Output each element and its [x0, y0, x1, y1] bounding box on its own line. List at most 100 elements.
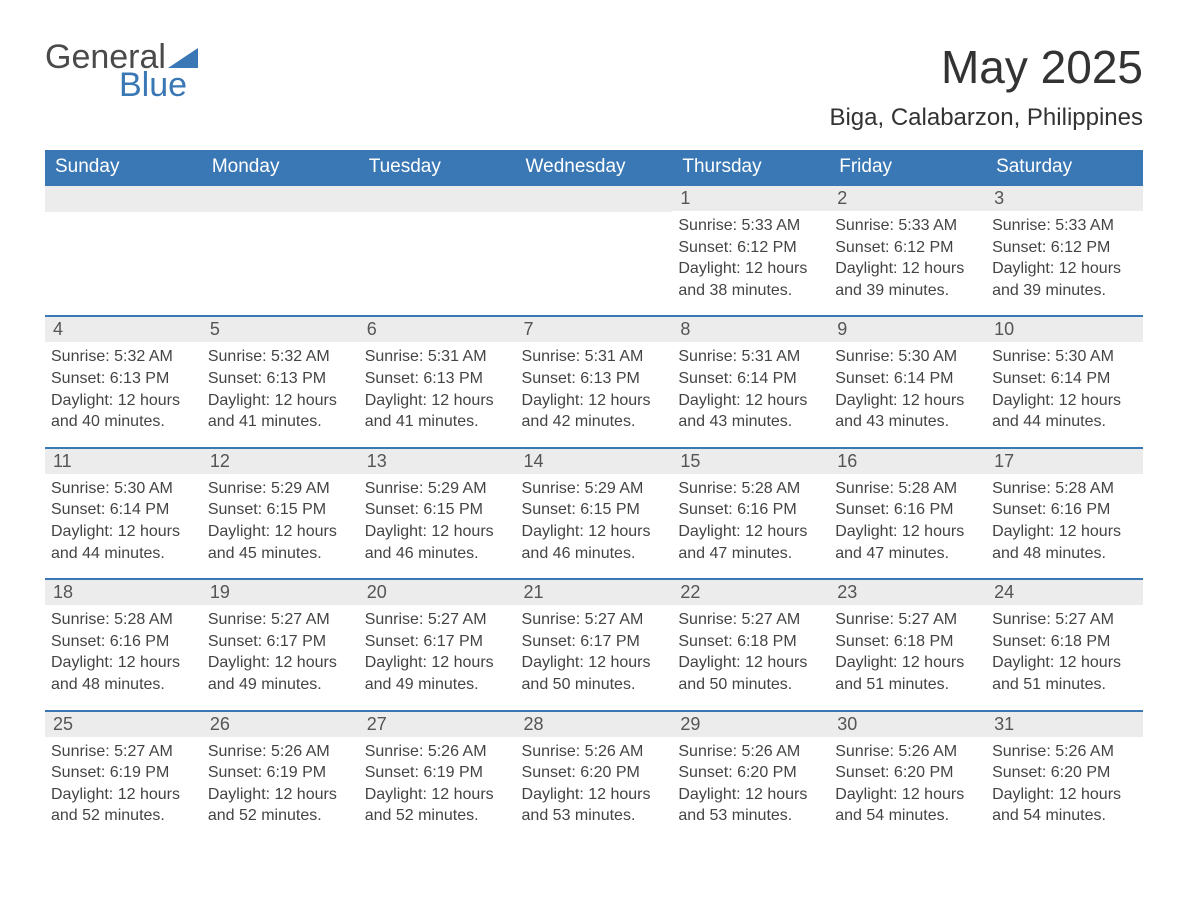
calendar-day-cell: 24Sunrise: 5:27 AMSunset: 6:18 PMDayligh…	[986, 579, 1143, 710]
daylight-line: Daylight: 12 hours and 52 minutes.	[365, 784, 510, 827]
daylight-label: Daylight:	[992, 786, 1059, 803]
sunset-label: Sunset:	[365, 764, 424, 781]
sunrise-line: Sunrise: 5:31 AM	[522, 346, 667, 368]
sunrise-value: 5:31 AM	[428, 348, 487, 365]
sunrise-label: Sunrise:	[51, 348, 114, 365]
sunset-label: Sunset:	[522, 764, 581, 781]
sunset-line: Sunset: 6:17 PM	[365, 631, 510, 653]
sunset-line: Sunset: 6:15 PM	[208, 499, 353, 521]
calendar-day-cell: 25Sunrise: 5:27 AMSunset: 6:19 PMDayligh…	[45, 711, 202, 841]
daylight-label: Daylight:	[365, 786, 432, 803]
page-header: General Blue May 2025 Biga, Calabarzon, …	[45, 40, 1143, 132]
daylight-label: Daylight:	[51, 392, 118, 409]
day-body: Sunrise: 5:28 AMSunset: 6:16 PMDaylight:…	[672, 474, 829, 578]
daylight-label: Daylight:	[992, 654, 1059, 671]
sunrise-value: 5:28 AM	[742, 480, 801, 497]
sunset-line: Sunset: 6:20 PM	[522, 762, 667, 784]
sunset-label: Sunset:	[51, 501, 110, 518]
daylight-label: Daylight:	[835, 786, 902, 803]
sunset-line: Sunset: 6:17 PM	[208, 631, 353, 653]
title-block: May 2025 Biga, Calabarzon, Philippines	[829, 40, 1143, 132]
day-number: 1	[672, 186, 829, 211]
sunset-label: Sunset:	[835, 501, 894, 518]
calendar-day-cell: 1Sunrise: 5:33 AMSunset: 6:12 PMDaylight…	[672, 185, 829, 316]
day-number: 30	[829, 712, 986, 737]
day-body: Sunrise: 5:32 AMSunset: 6:13 PMDaylight:…	[45, 342, 202, 446]
day-body: Sunrise: 5:31 AMSunset: 6:13 PMDaylight:…	[516, 342, 673, 446]
day-number: 26	[202, 712, 359, 737]
daylight-line: Daylight: 12 hours and 54 minutes.	[835, 784, 980, 827]
daylight-label: Daylight:	[835, 392, 902, 409]
day-number: 27	[359, 712, 516, 737]
day-body: Sunrise: 5:30 AMSunset: 6:14 PMDaylight:…	[45, 474, 202, 578]
sunrise-label: Sunrise:	[51, 743, 114, 760]
sunrise-label: Sunrise:	[835, 611, 898, 628]
sunrise-line: Sunrise: 5:31 AM	[678, 346, 823, 368]
sunrise-line: Sunrise: 5:33 AM	[992, 215, 1137, 237]
daylight-line: Daylight: 12 hours and 52 minutes.	[51, 784, 196, 827]
sunset-line: Sunset: 6:12 PM	[992, 237, 1137, 259]
daylight-line: Daylight: 12 hours and 53 minutes.	[522, 784, 667, 827]
sunrise-line: Sunrise: 5:27 AM	[365, 609, 510, 631]
sunset-value: 6:16 PM	[894, 501, 954, 518]
sunrise-value: 5:27 AM	[742, 611, 801, 628]
sunset-label: Sunset:	[522, 633, 581, 650]
day-number: 14	[516, 449, 673, 474]
sunrise-line: Sunrise: 5:26 AM	[992, 741, 1137, 763]
calendar-week-row: 1Sunrise: 5:33 AMSunset: 6:12 PMDaylight…	[45, 185, 1143, 316]
sunset-line: Sunset: 6:15 PM	[365, 499, 510, 521]
day-body: Sunrise: 5:30 AMSunset: 6:14 PMDaylight:…	[986, 342, 1143, 446]
day-number: 10	[986, 317, 1143, 342]
daylight-line: Daylight: 12 hours and 45 minutes.	[208, 521, 353, 564]
empty-day	[516, 186, 673, 212]
daylight-label: Daylight:	[678, 260, 745, 277]
calendar-day-cell: 11Sunrise: 5:30 AMSunset: 6:14 PMDayligh…	[45, 448, 202, 579]
calendar-day-cell: 14Sunrise: 5:29 AMSunset: 6:15 PMDayligh…	[516, 448, 673, 579]
sunset-value: 6:15 PM	[423, 501, 483, 518]
day-number: 24	[986, 580, 1143, 605]
sunset-label: Sunset:	[835, 370, 894, 387]
sunrise-value: 5:33 AM	[1055, 217, 1114, 234]
sunrise-value: 5:30 AM	[898, 348, 957, 365]
sunset-line: Sunset: 6:16 PM	[835, 499, 980, 521]
calendar-day-cell: 12Sunrise: 5:29 AMSunset: 6:15 PMDayligh…	[202, 448, 359, 579]
sunset-line: Sunset: 6:12 PM	[835, 237, 980, 259]
sunset-value: 6:14 PM	[737, 370, 797, 387]
calendar-day-cell: 23Sunrise: 5:27 AMSunset: 6:18 PMDayligh…	[829, 579, 986, 710]
calendar-day-cell: 26Sunrise: 5:26 AMSunset: 6:19 PMDayligh…	[202, 711, 359, 841]
sunset-label: Sunset:	[678, 633, 737, 650]
day-body: Sunrise: 5:27 AMSunset: 6:19 PMDaylight:…	[45, 737, 202, 841]
sunset-value: 6:20 PM	[1051, 764, 1111, 781]
sunrise-value: 5:28 AM	[114, 611, 173, 628]
sunset-value: 6:14 PM	[894, 370, 954, 387]
sunset-value: 6:16 PM	[110, 633, 170, 650]
day-number: 8	[672, 317, 829, 342]
sunset-value: 6:19 PM	[423, 764, 483, 781]
daylight-label: Daylight:	[835, 523, 902, 540]
sunrise-line: Sunrise: 5:29 AM	[522, 478, 667, 500]
sunrise-line: Sunrise: 5:28 AM	[678, 478, 823, 500]
sunset-line: Sunset: 6:16 PM	[51, 631, 196, 653]
sunset-line: Sunset: 6:19 PM	[51, 762, 196, 784]
sunrise-label: Sunrise:	[678, 217, 741, 234]
sunset-line: Sunset: 6:20 PM	[992, 762, 1137, 784]
sunset-label: Sunset:	[51, 633, 110, 650]
sunset-value: 6:14 PM	[1051, 370, 1111, 387]
sunset-value: 6:13 PM	[267, 370, 327, 387]
sunrise-label: Sunrise:	[678, 480, 741, 497]
daylight-label: Daylight:	[992, 523, 1059, 540]
calendar-day-cell	[202, 185, 359, 316]
sunrise-line: Sunrise: 5:28 AM	[835, 478, 980, 500]
daylight-line: Daylight: 12 hours and 44 minutes.	[51, 521, 196, 564]
sunrise-label: Sunrise:	[835, 348, 898, 365]
sunset-label: Sunset:	[835, 239, 894, 256]
sunset-line: Sunset: 6:20 PM	[678, 762, 823, 784]
sunrise-value: 5:31 AM	[585, 348, 644, 365]
sunset-label: Sunset:	[678, 370, 737, 387]
calendar-week-row: 11Sunrise: 5:30 AMSunset: 6:14 PMDayligh…	[45, 448, 1143, 579]
sunrise-line: Sunrise: 5:26 AM	[835, 741, 980, 763]
daylight-label: Daylight:	[835, 654, 902, 671]
sunrise-label: Sunrise:	[678, 743, 741, 760]
sunset-label: Sunset:	[522, 501, 581, 518]
sunset-line: Sunset: 6:18 PM	[992, 631, 1137, 653]
